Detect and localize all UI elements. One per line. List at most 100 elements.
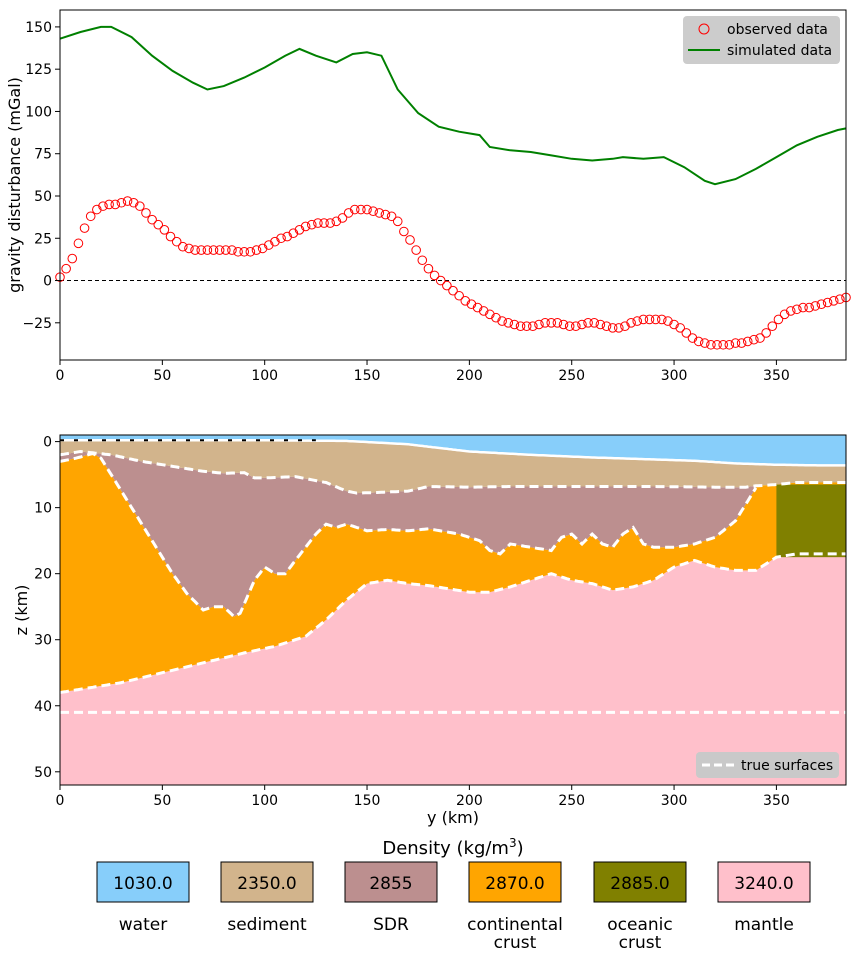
observed-point <box>626 318 636 328</box>
density-swatch-name: oceanic <box>607 915 672 935</box>
observed-point <box>564 321 575 331</box>
gravity-x-tick-label: 150 <box>354 368 381 384</box>
observed-point <box>98 201 108 211</box>
observed-point <box>435 275 446 286</box>
observed-point <box>300 221 311 232</box>
water-layer <box>60 435 846 466</box>
observed-point <box>153 219 164 230</box>
observed-point <box>110 199 121 210</box>
observed-point <box>460 296 471 306</box>
observed-point <box>515 321 526 331</box>
density-swatch-box <box>468 861 562 903</box>
observed-point <box>620 321 630 331</box>
observed-point <box>798 302 808 313</box>
density-swatch-box <box>593 861 687 903</box>
observed-point <box>257 243 268 254</box>
observed-point <box>792 304 802 315</box>
oceanic-crust-layer <box>776 484 846 558</box>
gravity-y-tick-label: 100 <box>25 104 52 120</box>
density-swatches: 1030.0 water 2350.0 sediment 2855 SDR 2870.0 co… <box>96 861 811 953</box>
cross-section-x-tick-label: 100 <box>251 793 278 809</box>
observed-point <box>165 231 176 242</box>
observed-point <box>417 255 428 266</box>
density-title-tail: ) <box>517 838 524 859</box>
observed-point <box>761 328 771 338</box>
observed-point <box>147 214 157 225</box>
density-swatch-name: SDR <box>373 915 409 935</box>
observed-point <box>227 245 237 255</box>
density-swatch-box <box>96 861 190 903</box>
observed-point <box>583 318 593 328</box>
gravity-y-tick-label: 25 <box>34 231 52 247</box>
cross-section-legend: true surfaces <box>696 752 839 778</box>
observed-point <box>116 197 127 208</box>
observed-point <box>128 197 139 208</box>
observed-point <box>804 302 814 313</box>
density-swatch-name: mantle <box>734 915 794 935</box>
observed-point <box>141 208 151 218</box>
observed-point <box>497 316 507 326</box>
observed-point <box>693 336 704 347</box>
observed-point <box>263 240 274 250</box>
observed-point <box>656 314 667 325</box>
observed-point <box>159 225 170 235</box>
observed-point <box>571 321 581 331</box>
observed-point <box>331 216 342 227</box>
gravity-y-tick-label: −25 <box>22 316 52 332</box>
density-swatch-name: water <box>119 915 167 935</box>
observed-point <box>362 204 372 215</box>
observed-point <box>663 316 673 326</box>
observed-point <box>822 297 833 308</box>
observed-point <box>835 294 845 304</box>
observed-point <box>779 309 790 320</box>
cross-section-x-tick-label: 250 <box>558 793 585 809</box>
observed-point <box>540 318 550 328</box>
observed-point <box>184 243 194 254</box>
observed-legend-label: observed data <box>727 22 828 38</box>
cross-section-y-axis-label: z (km) <box>12 585 31 636</box>
moho-surface <box>60 552 846 694</box>
gravity-x-tick-label: 100 <box>251 368 278 384</box>
observed-point <box>828 296 839 306</box>
observed-point <box>122 196 133 206</box>
observed-point <box>104 199 114 210</box>
observed-point <box>742 336 753 347</box>
observed-point <box>644 314 655 325</box>
density-legend-title: Density (kg/m3) <box>382 836 523 859</box>
observed-point <box>785 306 796 316</box>
observed-point <box>736 338 747 348</box>
observed-point <box>675 323 686 333</box>
observed-point <box>85 211 96 222</box>
observed-point <box>730 338 741 348</box>
observed-point <box>749 334 759 345</box>
observed-point <box>724 339 735 350</box>
observed-point <box>521 321 532 331</box>
density-swatch-box <box>717 861 811 903</box>
observed-point <box>687 333 698 343</box>
observed-point <box>337 213 348 223</box>
observed-point <box>356 204 366 215</box>
density-swatch-name: sediment <box>227 915 307 935</box>
gravity-x-tick-label: 200 <box>456 368 483 384</box>
observed-point <box>61 263 71 274</box>
gravity-x-tick-label: 250 <box>558 368 585 384</box>
observed-point <box>650 314 661 325</box>
observed-point <box>509 319 520 330</box>
density-title-superscript: 3 <box>509 836 517 850</box>
observed-point <box>251 245 262 255</box>
observed-point <box>282 231 293 242</box>
gravity-x-tick-label: 0 <box>56 368 65 384</box>
gravity-y-tick-label: 125 <box>25 62 52 78</box>
observed-point <box>67 253 78 264</box>
density-swatch-sediment: 2350.0 sediment <box>220 861 314 935</box>
density-swatch-sdr: 2855 SDR <box>344 861 438 935</box>
observed-data-series <box>55 196 851 350</box>
observed-point <box>214 245 225 255</box>
density-swatch-value: 2885.0 <box>610 874 669 894</box>
observed-point <box>454 290 464 301</box>
observed-point <box>190 245 200 255</box>
observed-point <box>306 219 317 230</box>
